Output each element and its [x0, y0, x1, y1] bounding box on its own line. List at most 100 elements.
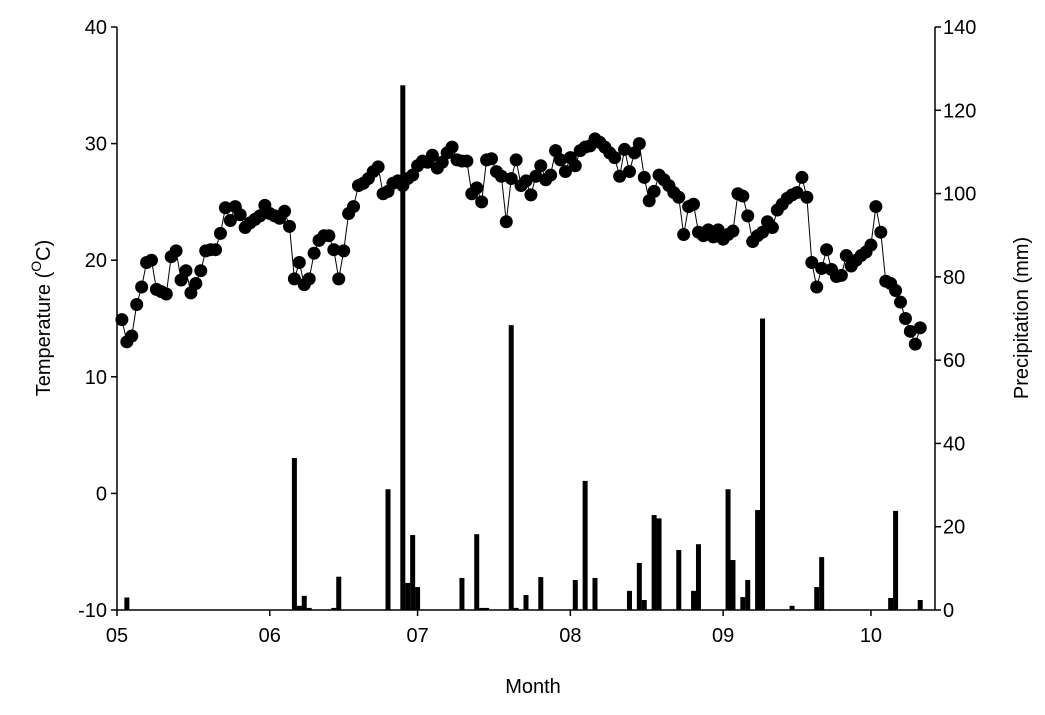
- temperature-point: [287, 272, 301, 286]
- x-tick-label: 07: [406, 625, 428, 647]
- temperature-point: [337, 244, 351, 258]
- bar: [291, 458, 297, 610]
- temperature-point: [765, 221, 779, 235]
- temperature-point: [218, 201, 232, 215]
- temperature-point: [307, 246, 321, 260]
- temperature-point: [677, 228, 691, 242]
- bar: [513, 607, 519, 610]
- temperature-point: [189, 277, 203, 291]
- temperature-point: [864, 238, 878, 252]
- y2-axis-label: Precipitation (mm): [1011, 237, 1033, 399]
- temperature-point: [553, 153, 567, 167]
- bar: [730, 560, 736, 610]
- temperature-point: [815, 261, 829, 275]
- x-tick-label: 05: [106, 625, 128, 647]
- bar: [641, 600, 647, 610]
- temperature-point: [322, 229, 336, 243]
- bar: [459, 577, 465, 610]
- bar: [479, 607, 485, 610]
- temperature-point: [278, 204, 292, 218]
- bar: [405, 582, 411, 610]
- temperature-point: [144, 253, 158, 267]
- temperature-point: [445, 140, 459, 154]
- y-label-part: C): [33, 240, 55, 261]
- y-tick-label: -10: [78, 600, 107, 622]
- bar: [523, 595, 529, 610]
- x-tick-label: 09: [712, 625, 734, 647]
- temperature-point: [485, 152, 499, 166]
- temperature-point: [125, 329, 139, 343]
- temperature-point: [637, 170, 651, 184]
- bar: [385, 489, 391, 610]
- temperature-point: [820, 243, 834, 257]
- bar: [888, 597, 894, 610]
- temperature-point: [622, 165, 636, 179]
- bar: [745, 580, 751, 610]
- temperature-point: [347, 200, 361, 214]
- temperature-point: [790, 186, 804, 200]
- y-tick-label: 20: [85, 250, 107, 272]
- bar: [296, 605, 302, 610]
- temperature-point: [282, 219, 296, 233]
- bar: [415, 587, 421, 610]
- bar: [651, 515, 657, 610]
- y2-tick-label: 20: [943, 517, 965, 539]
- x-tick-label: 08: [559, 625, 581, 647]
- y-label-part: Temperature (: [33, 271, 55, 396]
- temperature-point: [292, 256, 306, 270]
- temperature-point: [568, 159, 582, 173]
- bar: [760, 318, 766, 610]
- temperature-point: [253, 209, 267, 223]
- y2-tick-label: 40: [943, 433, 965, 455]
- x-tick-label: 10: [860, 625, 882, 647]
- temperature-point: [169, 244, 183, 258]
- temperature-point: [672, 190, 686, 204]
- temperature-point: [223, 214, 237, 228]
- temperature-point: [475, 195, 489, 209]
- temperature-point: [800, 190, 814, 204]
- temperature-point: [632, 137, 646, 151]
- bar: [695, 544, 701, 610]
- temperature-point: [509, 153, 523, 167]
- y2-tick-label: 80: [943, 267, 965, 289]
- y-axis-label: Temperature (OC): [28, 240, 55, 397]
- temperature-point: [687, 197, 701, 211]
- temperature-point: [913, 321, 927, 335]
- y-label-sup: O: [28, 261, 44, 272]
- y-tick-label: 10: [85, 367, 107, 389]
- bar: [814, 587, 820, 610]
- bar: [306, 607, 312, 610]
- temperature-point: [647, 184, 661, 198]
- bar: [789, 605, 795, 610]
- temperature-point: [795, 170, 809, 184]
- bar: [410, 535, 416, 610]
- bar: [676, 550, 682, 610]
- bar: [740, 597, 746, 610]
- temperature-point: [534, 159, 548, 173]
- temperature-point: [874, 225, 888, 239]
- bar: [691, 590, 697, 610]
- bar: [474, 534, 480, 610]
- temperature-point: [327, 243, 341, 257]
- bar: [893, 510, 899, 610]
- temperature-point: [908, 337, 922, 351]
- temperature-point: [805, 256, 819, 270]
- y-tick-label: 40: [85, 17, 107, 39]
- temperature-point: [558, 165, 572, 179]
- x-axis-label: Month: [505, 676, 561, 698]
- temperature-point: [135, 280, 149, 294]
- temperature-point: [302, 272, 316, 286]
- temperature-point: [903, 324, 917, 338]
- temperature-point: [736, 189, 750, 203]
- temperature-point: [494, 169, 508, 183]
- temperature-point: [524, 188, 538, 202]
- temperature-point: [889, 284, 903, 298]
- temperature-point: [726, 224, 740, 238]
- temperature-point: [519, 174, 533, 188]
- bar: [124, 597, 130, 610]
- temperature-point: [898, 312, 912, 325]
- temperature-point: [613, 169, 627, 183]
- temperature-point: [115, 313, 129, 327]
- temperature-point: [756, 225, 770, 239]
